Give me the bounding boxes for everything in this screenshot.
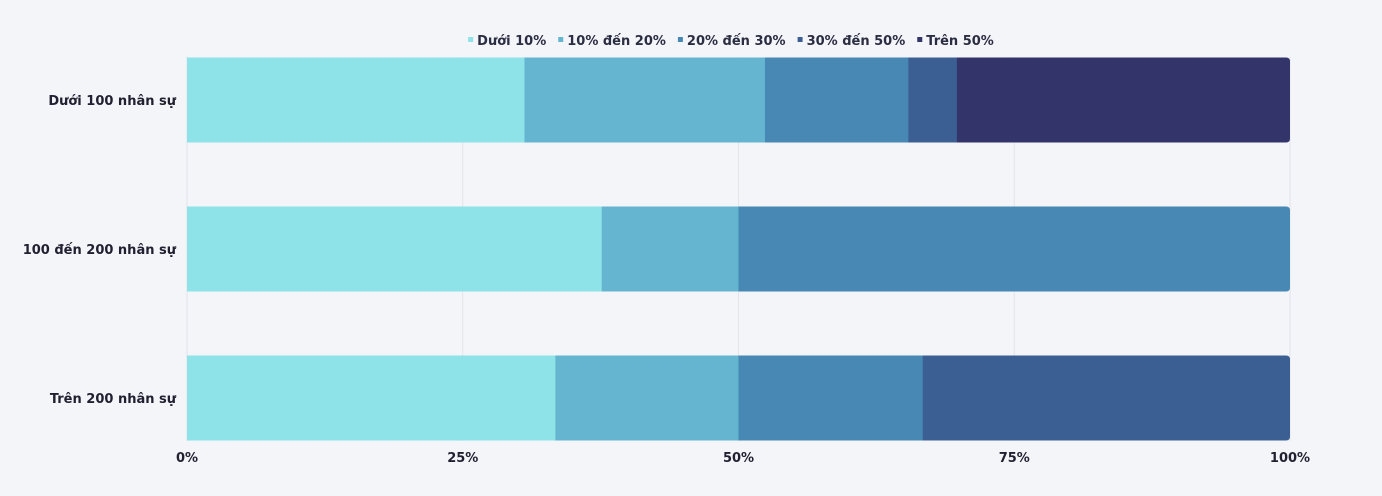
category-label: Trên 200 nhân sự (50, 392, 177, 407)
bar-segment (555, 355, 739, 441)
legend-label: 10% đến 20% (567, 34, 666, 49)
legend-item[interactable]: 20% đến 30% (677, 34, 786, 49)
bar-segment (187, 57, 526, 143)
bar-segment (922, 355, 1290, 441)
category-label: 100 đến 200 nhân sự (23, 243, 177, 258)
bar-segment (738, 355, 924, 441)
legend-label: 20% đến 30% (687, 34, 786, 49)
bar-segment (187, 355, 556, 441)
legend-item[interactable]: 10% đến 20% (558, 34, 666, 49)
legend-swatch (677, 37, 683, 42)
legend-label: Trên 50% (926, 34, 994, 49)
legend-swatch (797, 37, 803, 42)
legend-item[interactable]: Trên 50% (917, 34, 994, 49)
x-tick-label: 100% (1270, 451, 1310, 466)
legend-item[interactable]: Dưới 10% (468, 34, 546, 49)
legend: Dưới 10% 10% đến 20% 20% đến 30% 30% đến 50… (468, 34, 994, 49)
legend-swatch (468, 37, 474, 42)
x-tick-label: 0% (176, 451, 198, 466)
bar-segment (187, 206, 603, 292)
legend-item[interactable]: 30% đến 50% (797, 34, 906, 49)
legend-swatch (558, 37, 564, 42)
bar-segment (764, 57, 909, 143)
bar-segment (908, 57, 958, 143)
bar-segment (601, 206, 739, 292)
bars-layer (187, 57, 1290, 441)
x-tick-label: 25% (447, 451, 478, 466)
category-label: Dưới 100 nhân sự (48, 94, 176, 109)
legend-label: Dưới 10% (477, 34, 546, 49)
category-labels: Dưới 100 nhân sự 100 đến 200 nhân sự Trên … (23, 94, 177, 407)
bar-segment (956, 57, 1290, 143)
x-tick-label: 50% (723, 451, 754, 466)
bar-segment (738, 206, 1290, 292)
x-tick-label: 75% (999, 451, 1030, 466)
x-axis-ticks: 0% 25% 50% 75% 100% (176, 451, 1310, 466)
bar-segment (524, 57, 766, 143)
legend-label: 30% đến 50% (807, 34, 906, 49)
legend-swatch (917, 37, 923, 42)
